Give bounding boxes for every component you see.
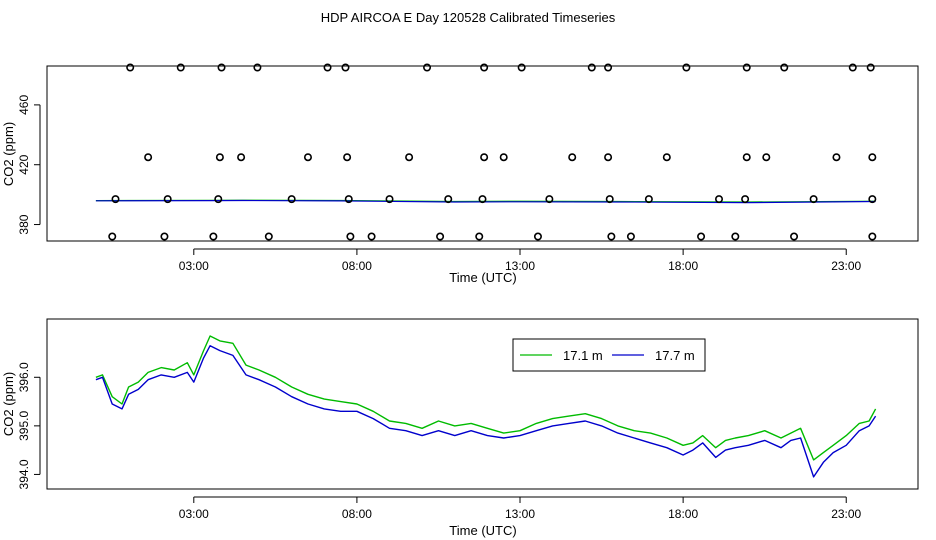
bottom-x-tick-label: 03:00: [179, 507, 209, 521]
top-data-point: [604, 63, 613, 72]
bottom-x-tick-label: 13:00: [505, 507, 535, 521]
top-panel: 03:00 08:00 13:00 18:00 23:00 380 420 460 Time…: [1, 63, 919, 285]
top-x-tick-label: 03:00: [179, 259, 209, 273]
top-y-axis-label: CO2 (ppm): [1, 122, 16, 186]
bottom-y-tick-label: 394.0: [17, 459, 31, 489]
top-data-point: [480, 153, 489, 162]
top-data-point: [160, 232, 169, 241]
legend: 17.1 m 17.7 m: [512, 338, 706, 372]
top-x-axis-label: Time (UTC): [449, 270, 516, 285]
top-x-tick-label: 23:00: [831, 259, 861, 273]
top-data-point: [866, 63, 875, 72]
top-data-point: [587, 63, 596, 72]
top-data-point: [809, 195, 818, 204]
top-data-point: [533, 232, 542, 241]
top-data-point: [303, 153, 312, 162]
top-data-point: [111, 195, 120, 204]
top-data-point: [604, 153, 613, 162]
top-data-point: [367, 232, 376, 241]
top-data-point: [545, 195, 554, 204]
top-data-point: [423, 63, 432, 72]
legend-label-17.7m: 17.7 m: [655, 348, 695, 363]
bottom-series-17.1m-line: [95, 335, 877, 461]
top-data-point: [344, 195, 353, 204]
top-data-point: [215, 153, 224, 162]
top-data-point: [264, 232, 273, 241]
top-data-point: [163, 195, 172, 204]
top-y-tick-label: 380: [17, 214, 31, 234]
bottom-series-lines: [95, 335, 877, 478]
figure-title: HDP AIRCOA E Day 120528 Calibrated Times…: [321, 10, 616, 25]
top-data-point: [790, 232, 799, 241]
top-data-point: [848, 63, 857, 72]
top-data-point: [209, 232, 218, 241]
top-data-point: [517, 63, 526, 72]
bottom-y-tick-label: 396.0: [17, 362, 31, 392]
top-data-point: [605, 195, 614, 204]
top-data-point: [343, 153, 352, 162]
top-data-point: [436, 232, 445, 241]
top-data-point: [475, 232, 484, 241]
top-data-point: [323, 63, 332, 72]
top-plot-frame: [46, 65, 919, 242]
top-data-point: [626, 232, 635, 241]
top-data-point: [253, 63, 262, 72]
bottom-y-axis: 394.0 395.0 396.0: [17, 362, 41, 489]
bottom-x-tick-label: 18:00: [668, 507, 698, 521]
top-data-point: [126, 63, 135, 72]
top-data-point: [697, 232, 706, 241]
bottom-x-axis: 03:00 08:00 13:00 18:00 23:00: [179, 496, 862, 521]
top-data-point: [832, 153, 841, 162]
bottom-plot-frame: [46, 318, 919, 490]
bottom-y-axis-label: CO2 (ppm): [1, 372, 16, 436]
top-data-point: [108, 232, 117, 241]
top-x-tick-label: 18:00: [668, 259, 698, 273]
top-data-point: [742, 153, 751, 162]
top-data-point: [568, 153, 577, 162]
top-data-point: [607, 232, 616, 241]
top-data-point: [662, 153, 671, 162]
top-data-point: [287, 195, 296, 204]
top-data-point: [780, 63, 789, 72]
top-data-point: [480, 63, 489, 72]
bottom-y-tick-label: 395.0: [17, 411, 31, 441]
top-data-point: [444, 195, 453, 204]
top-y-axis: 380 420 460: [17, 95, 41, 235]
top-y-tick-label: 420: [17, 154, 31, 174]
top-data-point: [868, 195, 877, 204]
top-data-point: [742, 63, 751, 72]
bottom-x-axis-label: Time (UTC): [449, 523, 516, 538]
bottom-x-tick-label: 08:00: [342, 507, 372, 521]
top-x-axis: 03:00 08:00 13:00 18:00 23:00: [179, 248, 862, 273]
top-data-point: [237, 153, 246, 162]
top-data-point: [682, 63, 691, 72]
top-calibration-points: [108, 63, 877, 241]
bottom-series-17.7m-line: [95, 345, 877, 478]
top-data-point: [405, 153, 414, 162]
top-data-point: [478, 195, 487, 204]
top-y-tick-label: 460: [17, 95, 31, 115]
top-x-tick-label: 08:00: [342, 259, 372, 273]
top-data-point: [217, 63, 226, 72]
legend-label-17.1m: 17.1 m: [563, 348, 603, 363]
top-data-point: [499, 153, 508, 162]
top-data-point: [741, 195, 750, 204]
top-data-point: [868, 153, 877, 162]
bottom-x-tick-label: 23:00: [831, 507, 861, 521]
top-data-point: [385, 195, 394, 204]
top-data-point: [346, 232, 355, 241]
top-data-point: [715, 195, 724, 204]
top-data-point: [731, 232, 740, 241]
bottom-panel: 03:00 08:00 13:00 18:00 23:00 394.0 395.0 396.…: [1, 318, 919, 538]
top-data-point: [214, 195, 223, 204]
top-data-point: [868, 232, 877, 241]
top-data-point: [762, 153, 771, 162]
top-x-tick-label: 13:00: [505, 259, 535, 273]
top-data-point: [144, 153, 153, 162]
top-data-point: [176, 63, 185, 72]
top-data-point: [341, 63, 350, 72]
top-data-point: [644, 195, 653, 204]
